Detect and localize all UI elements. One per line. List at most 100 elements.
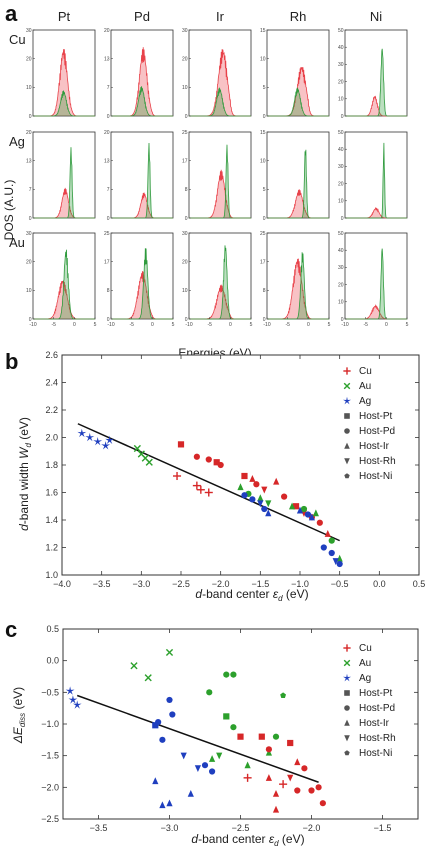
xtick-label: -5: [129, 322, 134, 328]
ytick-label: 17: [104, 259, 110, 265]
panel-c-ylabel: ΔEdiss (eV): [11, 687, 27, 744]
data-point: [253, 481, 260, 488]
panel-c-xlabel: d-band center εd (eV): [191, 832, 304, 848]
marker-stroke: [343, 659, 351, 667]
legend-marker-host-rh: [344, 735, 350, 742]
data-point: [230, 671, 237, 678]
data-point: [336, 560, 343, 568]
xtick-label: 5: [406, 322, 409, 328]
ytick-label: 0: [263, 317, 266, 323]
dos-subplot-Cu-Rh: 0 5 10 15: [260, 28, 330, 120]
xtick-label: -10: [341, 322, 348, 328]
panel-a-ylabel: DOS (A.U.): [2, 180, 16, 241]
ytick-label: 7: [107, 85, 110, 91]
ytick-label: 0: [107, 317, 110, 323]
dos-subplot-Au-Rh: 0 8 17 25 -10 -5 0 5: [260, 231, 331, 328]
data-point: [230, 724, 237, 731]
subplot-frame: [266, 232, 330, 320]
legend-marker-au: [343, 659, 351, 667]
data-point: [223, 713, 230, 720]
ytick-label: 0: [263, 114, 266, 120]
xtick-label: 0: [229, 322, 232, 328]
data-point: [265, 774, 272, 781]
host-dos-fill: [189, 284, 251, 319]
data-point: [155, 719, 162, 726]
xtick-label: −2.5: [172, 579, 190, 589]
data-point: [287, 739, 294, 747]
xtick-label: -10: [29, 322, 36, 328]
guest-dos-fill: [267, 87, 329, 116]
legend-label-au: Au: [359, 658, 371, 669]
ytick-label: 20: [338, 181, 344, 187]
guest-dos-line: [267, 87, 329, 117]
legend-label-ag: Ag: [359, 673, 371, 684]
ytick-label: 0: [107, 216, 110, 222]
ytick-label: 30: [338, 164, 344, 170]
column-header-Ir: Ir: [216, 9, 225, 24]
xtick-label: −1.5: [251, 579, 269, 589]
host-dos-fill: [345, 305, 407, 319]
data-point: [312, 509, 319, 517]
legend-label-host-pt: Host-Pt: [359, 688, 393, 699]
data-point: [244, 761, 251, 769]
data-point: [169, 711, 176, 718]
guest-dos-line: [111, 248, 173, 320]
data-point: [209, 768, 216, 775]
ytick-label: 10: [26, 288, 32, 294]
xtick-label: −4.0: [53, 579, 71, 589]
host-dos-fill: [345, 207, 407, 218]
data-point: [332, 558, 339, 565]
ytick-label: 2.6: [45, 350, 58, 360]
ytick-label: 5: [263, 187, 266, 193]
data-point: [205, 456, 212, 463]
dos-subplot-Ag-Pd: 0 7 13 20: [104, 130, 174, 222]
data-point: [336, 554, 343, 562]
data-point: [216, 752, 223, 760]
legend-label-host-pd: Host-Pd: [359, 703, 395, 714]
ytick-label: 17: [182, 158, 188, 164]
marker-stroke: [137, 450, 145, 458]
data-point: [68, 695, 78, 704]
ytick-label: 10: [338, 199, 344, 205]
data-point: [249, 496, 256, 503]
ytick-label: 1.4: [45, 515, 58, 525]
data-point: [173, 471, 182, 481]
panel-b-ylabel: d-band width Wd (eV): [17, 417, 33, 531]
ytick-label: 20: [182, 259, 188, 265]
ytick-label: 20: [338, 282, 344, 288]
regression-line: [77, 423, 340, 542]
subplot-frame: [32, 29, 96, 117]
data-point: [272, 805, 280, 813]
host-dos-fill: [33, 187, 95, 218]
ytick-label: 25: [182, 130, 188, 136]
subplot-frame: [266, 29, 330, 117]
data-point: [328, 549, 335, 557]
ytick-label: 40: [338, 45, 344, 51]
xtick-label: -10: [263, 322, 270, 328]
data-point: [204, 488, 213, 497]
marker-stroke: [145, 458, 153, 466]
subplot-frame: [344, 29, 408, 117]
host-dos-fill: [189, 169, 251, 218]
ytick-label: 2.2: [45, 405, 58, 415]
ytick-label: 8: [107, 288, 110, 294]
xtick-label: 5: [250, 322, 253, 328]
data-point: [194, 765, 201, 773]
legend-marker-host-ni: [344, 473, 350, 479]
data-point: [77, 428, 87, 438]
dos-subplot-Cu-Ir: 0 10 20 30: [182, 28, 252, 120]
row-label-Au: Au: [9, 235, 25, 250]
legend-marker-host-pd: [344, 428, 350, 434]
guest-dos-line: [345, 48, 407, 117]
xtick-label: -10: [185, 322, 192, 328]
legend-label-host-ni: Host-Ni: [359, 748, 392, 759]
data-point: [166, 696, 173, 704]
data-point: [272, 789, 280, 797]
xtick-label: -5: [363, 322, 368, 328]
ytick-label: 0: [107, 114, 110, 120]
guest-dos-fill: [33, 249, 95, 319]
ytick-label: 8: [185, 187, 188, 193]
xtick-label: −2.0: [303, 823, 321, 833]
ytick-label: −2.5: [41, 814, 59, 824]
